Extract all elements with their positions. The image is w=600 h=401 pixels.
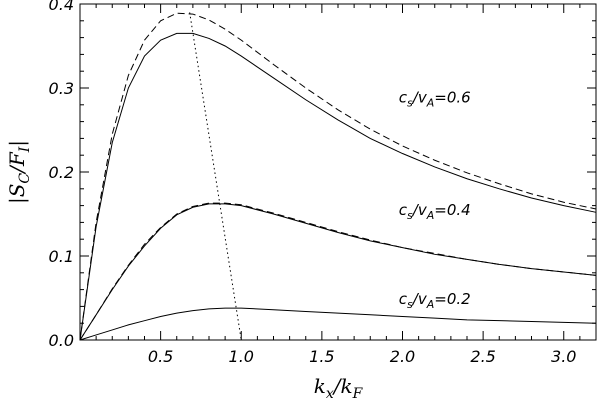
tick-layer xyxy=(80,3,596,341)
series-line-4-dashed xyxy=(79,202,597,341)
x-tick-label: 3.0 xyxy=(551,347,576,366)
x-tick-label: 0.5 xyxy=(148,347,173,366)
x-tick-label: 2.5 xyxy=(470,347,495,366)
label-layer: 0.5 1.0 1.5 2.0 2.5 3.0 0.0 0.1 0.2 0.3 0.4 cs/vA=0… xyxy=(49,0,577,366)
y-tick-label: 0.1 xyxy=(49,247,74,266)
y-tick-label: 0.2 xyxy=(49,163,74,182)
series-line-1-solid xyxy=(79,32,597,341)
x-axis-title: kx/kF xyxy=(314,374,364,401)
series-layer xyxy=(79,12,597,341)
x-tick-label: 1.5 xyxy=(309,347,334,366)
y-tick-label: 0.4 xyxy=(49,0,74,14)
series-line-2-dashed xyxy=(79,12,597,341)
series-annotation-1: cs/vA=0.6 xyxy=(399,88,471,109)
series-annotation-3: cs/vA=0.2 xyxy=(399,290,471,311)
series-annotation-2: cs/vA=0.4 xyxy=(399,201,471,222)
x-tick-label: 2.0 xyxy=(390,347,415,366)
y-tick-label: 0.0 xyxy=(49,331,74,350)
series-line-3-solid xyxy=(79,203,597,341)
plot-frame xyxy=(79,3,597,341)
series-line-5-solid xyxy=(79,307,597,341)
y-tick-label: 0.3 xyxy=(49,79,74,98)
x-tick-label: 1.0 xyxy=(229,347,254,366)
y-axis-title: |SC/FI| xyxy=(5,140,33,204)
series-line-6-dotted xyxy=(189,12,242,341)
